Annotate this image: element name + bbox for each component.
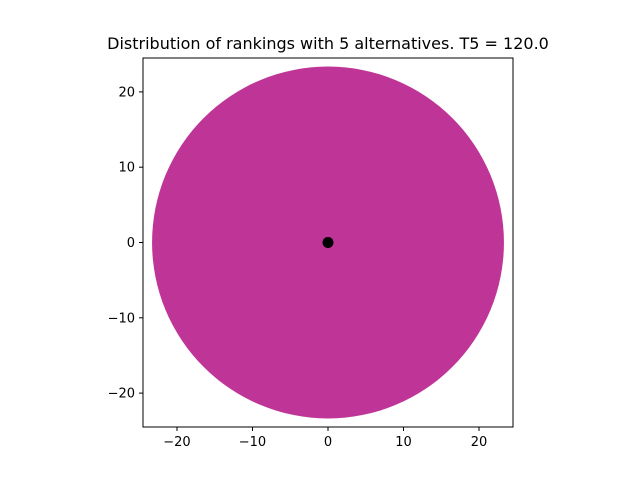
x-tick-label: −10 <box>239 435 266 450</box>
y-tick-label: −10 <box>108 311 135 326</box>
y-tick-label: 10 <box>118 161 135 176</box>
y-tick-label: −20 <box>108 387 135 402</box>
x-axis: −20 −10 0 10 20 <box>163 427 487 450</box>
x-tick-label: 20 <box>471 435 488 450</box>
x-tick-label: 10 <box>395 435 412 450</box>
x-tick-label: −20 <box>163 435 190 450</box>
y-tick-label: 20 <box>118 85 135 100</box>
data-point-0 <box>322 237 334 248</box>
y-tick-label: 0 <box>127 236 135 251</box>
x-tick-label: 0 <box>324 435 332 450</box>
chart-title: Distribution of rankings with 5 alternat… <box>107 34 549 53</box>
plot-area <box>152 66 504 419</box>
y-axis: −20 −10 0 10 20 <box>108 85 143 402</box>
